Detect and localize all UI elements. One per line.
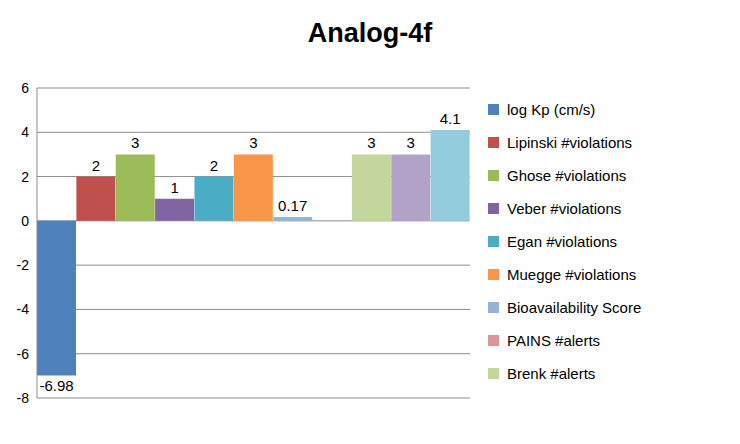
svg-text:2: 2 — [210, 157, 218, 174]
svg-text:-4: -4 — [17, 301, 30, 317]
svg-text:2: 2 — [21, 169, 29, 185]
svg-text:-2: -2 — [17, 257, 30, 273]
html-text:Egan #violations: Egan #violations — [507, 233, 618, 250]
svg-text:-6: -6 — [17, 346, 30, 362]
html-text:Veber #violations: Veber #violations — [507, 200, 622, 217]
html-text:Brenk #alerts: Brenk #alerts — [507, 365, 596, 382]
svg-text:4: 4 — [21, 124, 29, 140]
svg-text:4.1: 4.1 — [440, 110, 461, 127]
svg-text:1: 1 — [170, 179, 178, 196]
svg-text:0.17: 0.17 — [278, 197, 307, 214]
svg-text:-8: -8 — [17, 390, 30, 406]
html-text:Bioavailability Score: Bioavailability Score — [507, 299, 642, 316]
svg-text:2: 2 — [92, 157, 100, 174]
html-text:PAINS #alerts: PAINS #alerts — [507, 332, 601, 349]
svg-text:3: 3 — [367, 134, 375, 151]
html-text:Lipinski #violations: Lipinski #violations — [507, 134, 633, 151]
html-text:Analog-4f: Analog-4f — [307, 18, 433, 48]
html-text:Ghose #violations: Ghose #violations — [507, 167, 627, 184]
html-text:Muegge #violations: Muegge #violations — [507, 266, 637, 283]
svg-text:0: 0 — [21, 213, 29, 229]
svg-text:3: 3 — [131, 134, 139, 151]
html-text:log Kp (cm/s): log Kp (cm/s) — [507, 101, 596, 118]
svg-text:6: 6 — [21, 80, 29, 96]
svg-text:3: 3 — [407, 134, 415, 151]
svg-text:-6.98: -6.98 — [39, 377, 73, 394]
svg-text:3: 3 — [249, 134, 257, 151]
